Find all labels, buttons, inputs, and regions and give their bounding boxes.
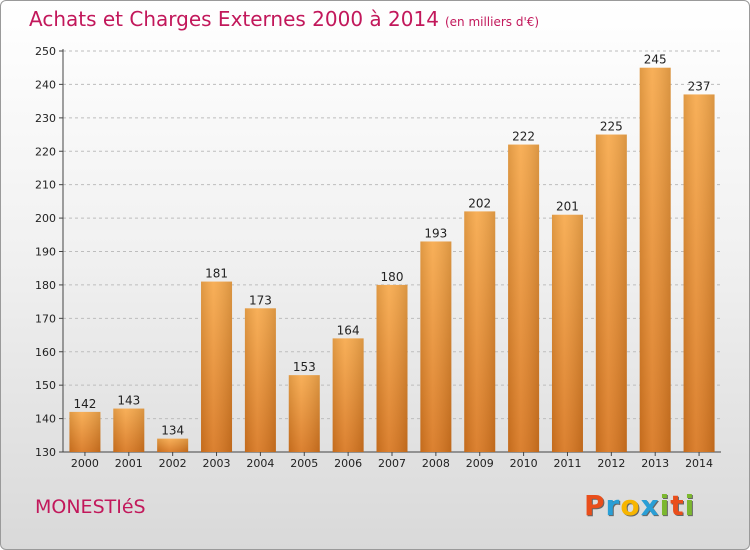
proxiti-logo: Proxiti — [584, 489, 695, 522]
bar-value-label: 164 — [337, 323, 360, 337]
bar-shade — [157, 438, 189, 452]
bar-shade — [288, 375, 320, 452]
bar-value-label: 201 — [556, 200, 579, 214]
bar-value-label: 225 — [600, 120, 623, 134]
y-tick-label: 200 — [35, 212, 56, 225]
bar-value-label: 142 — [73, 397, 96, 411]
bar-value-label: 143 — [117, 394, 140, 408]
x-tick-label: 2004 — [246, 457, 274, 470]
bar-value-label: 202 — [468, 196, 491, 210]
x-tick-label: 2008 — [422, 457, 450, 470]
bar-shade — [69, 411, 101, 452]
y-tick-label: 160 — [35, 346, 56, 359]
x-tick-label: 2009 — [466, 457, 494, 470]
logo-letter: r — [605, 489, 621, 522]
x-tick-label: 2002 — [159, 457, 187, 470]
bar-value-label: 237 — [688, 79, 711, 93]
bar-value-label: 180 — [381, 270, 404, 284]
bar-value-label: 245 — [644, 53, 667, 67]
x-tick-label: 2006 — [334, 457, 362, 470]
bar-shade — [420, 241, 452, 452]
bar-value-label: 193 — [424, 226, 447, 240]
bar-shade — [376, 284, 408, 452]
bar-shade — [244, 308, 276, 452]
bar-shade — [201, 281, 233, 452]
y-tick-label: 130 — [35, 446, 56, 459]
bar-shade — [639, 67, 671, 452]
logo-letter: i — [684, 489, 696, 522]
bar-value-label: 153 — [293, 360, 316, 374]
bar-shade — [113, 408, 145, 452]
y-tick-label: 240 — [35, 78, 56, 91]
bar-shade — [508, 144, 540, 453]
x-tick-label: 2014 — [685, 457, 713, 470]
bar-value-label: 222 — [512, 130, 535, 144]
y-tick-label: 210 — [35, 179, 56, 192]
logo-letter: P — [584, 489, 606, 522]
logo-letter: x — [640, 489, 660, 522]
x-tick-label: 2007 — [378, 457, 406, 470]
x-tick-label: 2011 — [553, 457, 581, 470]
bar-shade — [332, 338, 364, 452]
x-tick-label: 2010 — [510, 457, 538, 470]
y-tick-label: 170 — [35, 312, 56, 325]
chart-title: Achats et Charges Externes 2000 à 2014 (e… — [29, 7, 539, 31]
logo-letter: t — [670, 489, 685, 522]
commune-name: MONESTIéS — [35, 496, 146, 518]
y-tick-label: 140 — [35, 413, 56, 426]
chart-title-text: Achats et Charges Externes 2000 à 2014 — [29, 7, 439, 31]
x-tick-label: 2013 — [641, 457, 669, 470]
bar-value-label: 181 — [205, 267, 228, 281]
y-tick-label: 180 — [35, 279, 56, 292]
bar-value-label: 173 — [249, 293, 272, 307]
x-tick-label: 2005 — [290, 457, 318, 470]
x-tick-label: 2003 — [203, 457, 231, 470]
bar-shade — [551, 214, 583, 452]
logo-letter: o — [620, 489, 641, 522]
y-tick-label: 190 — [35, 246, 56, 259]
y-tick-label: 150 — [35, 379, 56, 392]
y-tick-label: 230 — [35, 112, 56, 125]
bar-value-label: 134 — [161, 424, 184, 438]
bar-shade — [683, 94, 715, 453]
y-tick-label: 250 — [35, 45, 56, 58]
x-tick-label: 2000 — [71, 457, 99, 470]
x-tick-label: 2001 — [115, 457, 143, 470]
logo-letter: i — [659, 489, 671, 522]
x-tick-label: 2012 — [597, 457, 625, 470]
bar-shade — [595, 134, 627, 452]
chart-unit: (en milliers d'€) — [444, 15, 540, 29]
y-tick-label: 220 — [35, 145, 56, 158]
bar-shade — [464, 211, 496, 452]
